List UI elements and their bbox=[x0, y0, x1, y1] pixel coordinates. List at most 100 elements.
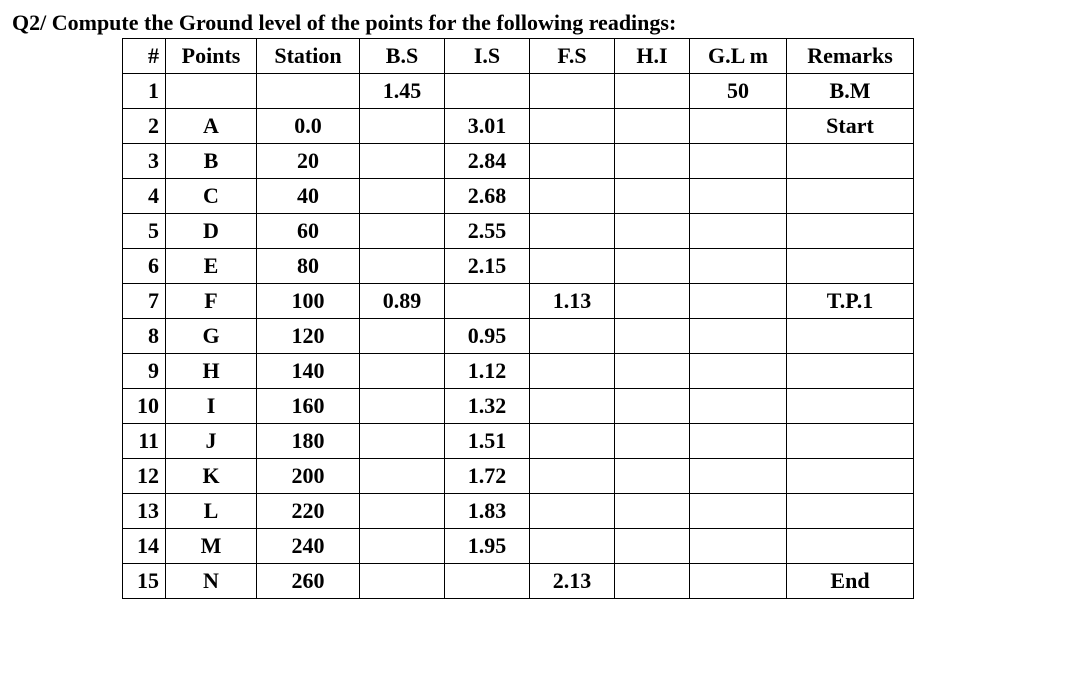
question-title: Q2/ Compute the Ground level of the poin… bbox=[12, 10, 1068, 36]
cell-hi bbox=[615, 389, 690, 424]
cell-is: 0.95 bbox=[445, 319, 530, 354]
cell-gl bbox=[690, 424, 787, 459]
cell-gl bbox=[690, 144, 787, 179]
cell-hi bbox=[615, 109, 690, 144]
table-row: 6E802.15 bbox=[123, 249, 914, 284]
col-hi: H.I bbox=[615, 39, 690, 74]
table-row: 11J1801.51 bbox=[123, 424, 914, 459]
cell-num: 15 bbox=[123, 564, 166, 599]
cell-fs bbox=[530, 179, 615, 214]
cell-num: 4 bbox=[123, 179, 166, 214]
cell-station bbox=[257, 74, 360, 109]
cell-points: F bbox=[166, 284, 257, 319]
cell-num: 6 bbox=[123, 249, 166, 284]
cell-hi bbox=[615, 354, 690, 389]
cell-hi bbox=[615, 529, 690, 564]
table-row: 9H1401.12 bbox=[123, 354, 914, 389]
cell-station: 80 bbox=[257, 249, 360, 284]
cell-gl bbox=[690, 179, 787, 214]
cell-points: E bbox=[166, 249, 257, 284]
table-row: 4C402.68 bbox=[123, 179, 914, 214]
cell-station: 140 bbox=[257, 354, 360, 389]
cell-station: 20 bbox=[257, 144, 360, 179]
cell-is: 2.84 bbox=[445, 144, 530, 179]
cell-fs bbox=[530, 389, 615, 424]
col-points: Points bbox=[166, 39, 257, 74]
cell-bs: 1.45 bbox=[360, 74, 445, 109]
cell-hi bbox=[615, 144, 690, 179]
cell-bs bbox=[360, 389, 445, 424]
cell-hi bbox=[615, 179, 690, 214]
cell-remarks bbox=[787, 179, 914, 214]
cell-hi bbox=[615, 284, 690, 319]
cell-gl bbox=[690, 284, 787, 319]
cell-bs bbox=[360, 109, 445, 144]
table-row: 14M2401.95 bbox=[123, 529, 914, 564]
table-row: 11.4550B.M bbox=[123, 74, 914, 109]
cell-fs bbox=[530, 354, 615, 389]
cell-gl bbox=[690, 249, 787, 284]
cell-num: 5 bbox=[123, 214, 166, 249]
cell-num: 10 bbox=[123, 389, 166, 424]
cell-fs bbox=[530, 144, 615, 179]
cell-points: B bbox=[166, 144, 257, 179]
cell-fs bbox=[530, 319, 615, 354]
cell-station: 180 bbox=[257, 424, 360, 459]
cell-bs bbox=[360, 249, 445, 284]
cell-gl bbox=[690, 529, 787, 564]
cell-num: 12 bbox=[123, 459, 166, 494]
cell-is bbox=[445, 564, 530, 599]
cell-points: G bbox=[166, 319, 257, 354]
col-gl: G.L m bbox=[690, 39, 787, 74]
cell-bs bbox=[360, 179, 445, 214]
cell-hi bbox=[615, 249, 690, 284]
cell-station: 200 bbox=[257, 459, 360, 494]
cell-gl bbox=[690, 459, 787, 494]
cell-fs bbox=[530, 529, 615, 564]
cell-bs bbox=[360, 319, 445, 354]
cell-num: 13 bbox=[123, 494, 166, 529]
cell-num: 9 bbox=[123, 354, 166, 389]
cell-num: 14 bbox=[123, 529, 166, 564]
cell-bs bbox=[360, 529, 445, 564]
cell-num: 2 bbox=[123, 109, 166, 144]
cell-bs: 0.89 bbox=[360, 284, 445, 319]
cell-station: 60 bbox=[257, 214, 360, 249]
cell-station: 0.0 bbox=[257, 109, 360, 144]
table-row: 7F1000.891.13T.P.1 bbox=[123, 284, 914, 319]
cell-remarks bbox=[787, 424, 914, 459]
col-bs: B.S bbox=[360, 39, 445, 74]
cell-is bbox=[445, 284, 530, 319]
cell-remarks bbox=[787, 214, 914, 249]
cell-is: 1.83 bbox=[445, 494, 530, 529]
cell-remarks: T.P.1 bbox=[787, 284, 914, 319]
cell-points: L bbox=[166, 494, 257, 529]
cell-station: 120 bbox=[257, 319, 360, 354]
cell-remarks bbox=[787, 389, 914, 424]
cell-is bbox=[445, 74, 530, 109]
cell-station: 260 bbox=[257, 564, 360, 599]
cell-bs bbox=[360, 214, 445, 249]
cell-num: 7 bbox=[123, 284, 166, 319]
cell-remarks bbox=[787, 144, 914, 179]
cell-remarks bbox=[787, 354, 914, 389]
cell-points: I bbox=[166, 389, 257, 424]
cell-points: J bbox=[166, 424, 257, 459]
cell-points: C bbox=[166, 179, 257, 214]
cell-fs: 1.13 bbox=[530, 284, 615, 319]
cell-gl bbox=[690, 389, 787, 424]
col-station: Station bbox=[257, 39, 360, 74]
col-fs: F.S bbox=[530, 39, 615, 74]
cell-hi bbox=[615, 459, 690, 494]
cell-fs bbox=[530, 109, 615, 144]
cell-is: 2.68 bbox=[445, 179, 530, 214]
table-row: 13L2201.83 bbox=[123, 494, 914, 529]
cell-num: 3 bbox=[123, 144, 166, 179]
cell-num: 11 bbox=[123, 424, 166, 459]
table-row: 10I1601.32 bbox=[123, 389, 914, 424]
table-row: 3B20 2.84 bbox=[123, 144, 914, 179]
cell-gl: 50 bbox=[690, 74, 787, 109]
cell-is: 1.12 bbox=[445, 354, 530, 389]
cell-hi bbox=[615, 74, 690, 109]
table-header-row: # Points Station B.S I.S F.S H.I G.L m R… bbox=[123, 39, 914, 74]
